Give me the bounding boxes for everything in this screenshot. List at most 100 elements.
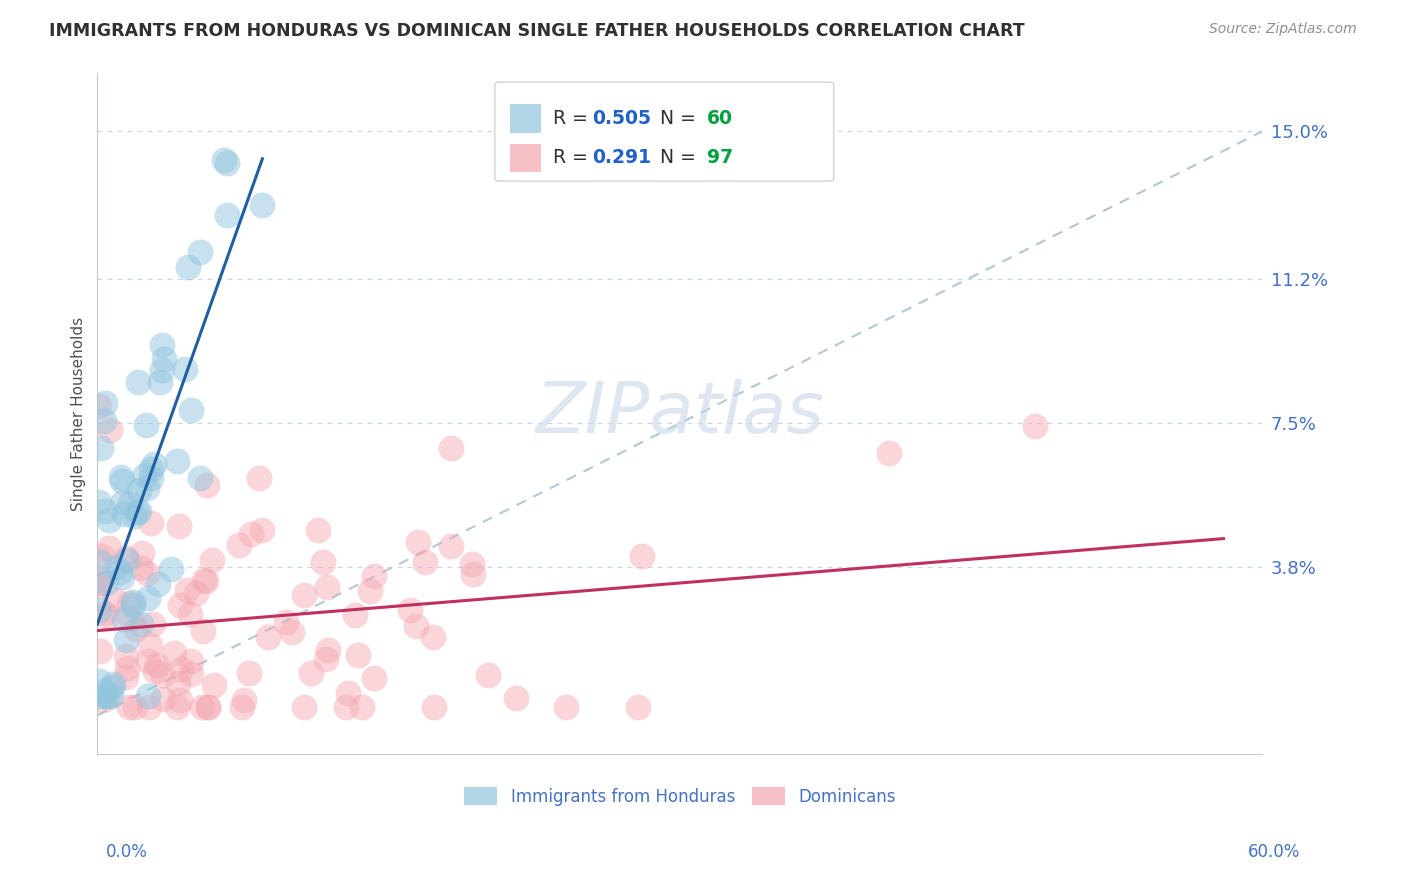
Point: [98, 541, 121, 555]
Point: [152, 668, 174, 682]
Point: [163, 646, 186, 660]
Point: [631, 549, 654, 563]
Text: 0.291: 0.291: [592, 148, 651, 168]
Point: [422, 630, 444, 644]
Point: [1024, 418, 1046, 433]
Point: [461, 567, 484, 582]
Point: [191, 700, 214, 714]
Point: [167, 519, 190, 533]
Point: [101, 681, 124, 695]
Point: [121, 595, 143, 609]
Point: [477, 668, 499, 682]
Point: [94, 689, 117, 703]
Point: [257, 630, 280, 644]
Point: [104, 560, 127, 574]
Point: [89, 575, 111, 590]
Point: [139, 638, 162, 652]
Point: [135, 417, 157, 432]
Point: [315, 652, 337, 666]
Point: [142, 617, 165, 632]
Point: [112, 612, 135, 626]
Point: [115, 632, 138, 647]
Point: [150, 338, 173, 352]
Point: [159, 562, 181, 576]
Point: [139, 516, 162, 530]
Point: [120, 612, 142, 626]
Point: [240, 526, 263, 541]
Point: [167, 676, 190, 690]
Point: [316, 580, 339, 594]
Point: [146, 657, 169, 672]
Point: [93, 414, 115, 428]
Point: [110, 470, 132, 484]
Point: [359, 583, 381, 598]
Point: [190, 470, 212, 484]
Point: [347, 648, 370, 662]
Text: 0.0%: 0.0%: [105, 843, 148, 861]
Point: [217, 156, 239, 170]
Point: [415, 555, 437, 569]
Text: R =: R =: [553, 109, 593, 128]
Text: 0.505: 0.505: [592, 109, 651, 128]
Point: [294, 700, 316, 714]
Point: [238, 665, 260, 680]
Point: [104, 592, 127, 607]
Text: 97: 97: [707, 148, 734, 168]
Text: N =: N =: [648, 148, 702, 168]
Point: [152, 691, 174, 706]
Point: [166, 700, 188, 714]
Point: [111, 569, 134, 583]
Point: [440, 441, 463, 455]
Text: R =: R =: [553, 148, 593, 168]
Point: [93, 504, 115, 518]
Point: [90, 549, 112, 564]
Point: [136, 689, 159, 703]
Point: [129, 560, 152, 574]
Point: [877, 445, 900, 459]
Text: ZIPatlas: ZIPatlas: [536, 379, 824, 448]
Point: [90, 441, 112, 455]
Point: [292, 588, 315, 602]
Point: [101, 677, 124, 691]
Point: [111, 474, 134, 488]
Text: N =: N =: [648, 109, 702, 128]
Point: [350, 700, 373, 714]
Point: [131, 546, 153, 560]
Point: [252, 197, 274, 211]
Point: [337, 686, 360, 700]
Y-axis label: Single Father Households: Single Father Households: [72, 317, 86, 510]
Point: [197, 700, 219, 714]
Point: [118, 496, 141, 510]
Point: [128, 503, 150, 517]
Point: [180, 402, 202, 417]
Point: [96, 575, 118, 590]
Point: [228, 538, 250, 552]
Point: [98, 423, 121, 437]
Point: [194, 574, 217, 589]
Point: [299, 665, 322, 680]
Point: [118, 596, 141, 610]
Point: [408, 535, 430, 549]
Point: [344, 607, 367, 622]
Point: [363, 568, 385, 582]
Point: [96, 689, 118, 703]
Text: IMMIGRANTS FROM HONDURAS VS DOMINICAN SINGLE FATHER HOUSEHOLDS CORRELATION CHART: IMMIGRANTS FROM HONDURAS VS DOMINICAN SI…: [49, 22, 1025, 40]
Point: [335, 700, 357, 714]
Point: [127, 376, 149, 390]
Legend: Immigrants from Honduras, Dominicans: Immigrants from Honduras, Dominicans: [456, 780, 904, 814]
Point: [252, 523, 274, 537]
Point: [94, 396, 117, 410]
Point: [195, 477, 218, 491]
Point: [152, 351, 174, 366]
Point: [193, 573, 215, 587]
Point: [174, 362, 197, 376]
Point: [139, 462, 162, 476]
Text: 60: 60: [707, 109, 733, 128]
Point: [231, 700, 253, 714]
Point: [247, 471, 270, 485]
Point: [143, 457, 166, 471]
Point: [276, 615, 298, 630]
Point: [555, 700, 578, 714]
Point: [93, 684, 115, 698]
Point: [169, 598, 191, 612]
